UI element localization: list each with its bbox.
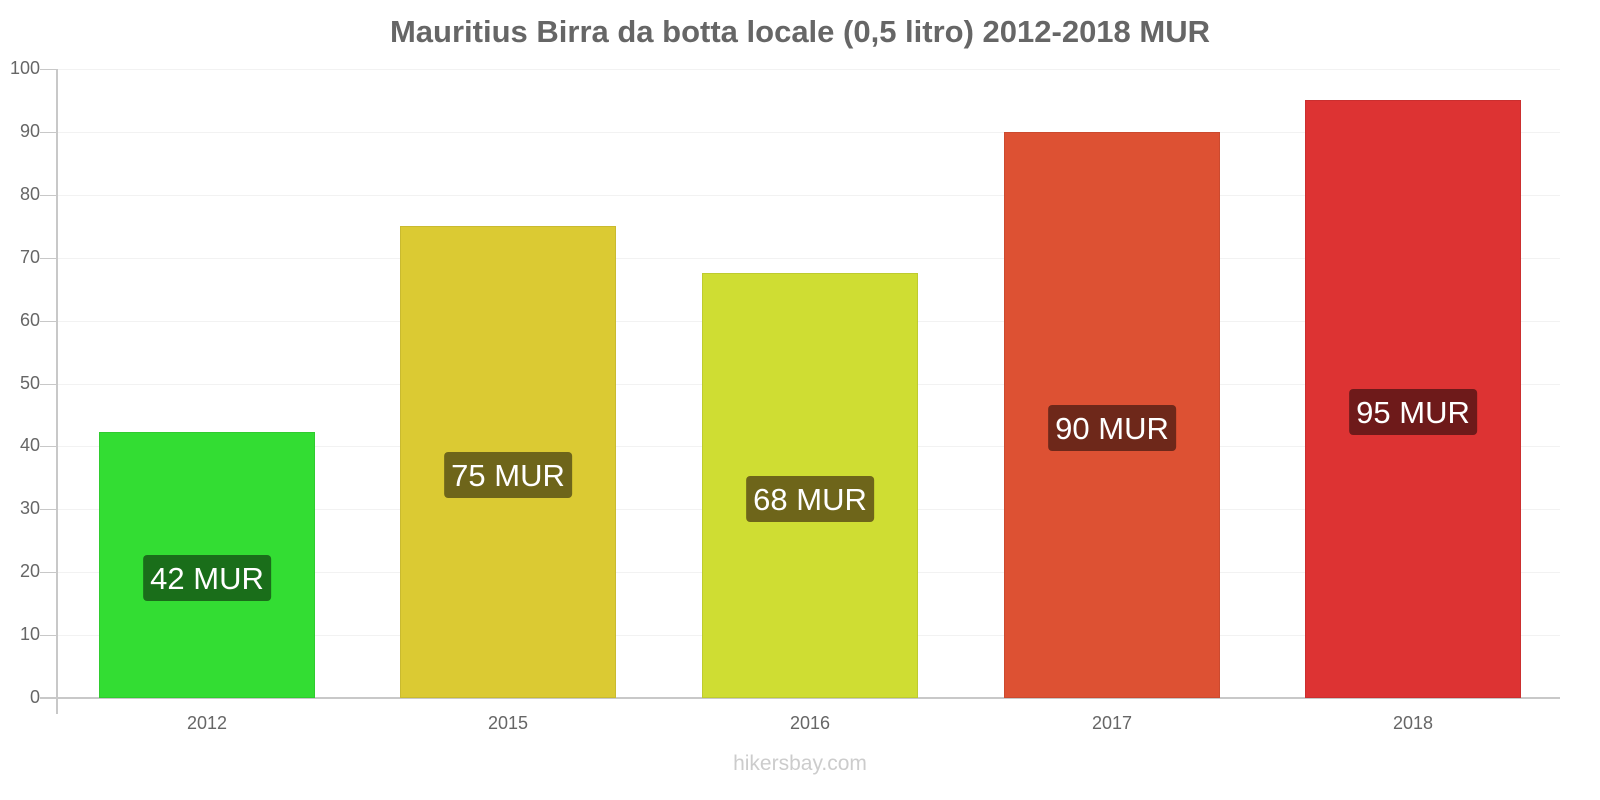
y-tick-label: 40 — [19, 435, 40, 455]
chart-title: Mauritius Birra da botta locale (0,5 lit… — [389, 14, 1211, 49]
data-label-2018: 95 MUR — [1349, 389, 1477, 435]
y-tick-label: 20 — [19, 561, 40, 581]
y-tick-label: 70 — [19, 247, 40, 267]
y-tick-label: 50 — [19, 373, 40, 393]
y-tick-label: 80 — [19, 184, 40, 204]
x-axis-line — [40, 697, 1560, 699]
y-tick-mark — [40, 698, 56, 699]
data-label-2017: 90 MUR — [1048, 405, 1176, 451]
y-tick-mark — [40, 384, 56, 385]
y-tick-mark — [40, 635, 56, 636]
x-tick-label: 2016 — [789, 713, 831, 733]
y-tick-label: 90 — [19, 121, 40, 141]
gridline — [56, 258, 1560, 259]
y-tick-label: 10 — [19, 624, 40, 644]
y-tick-mark — [40, 258, 56, 259]
y-tick-mark — [40, 195, 56, 196]
y-tick-mark — [40, 321, 56, 322]
gridline — [56, 195, 1560, 196]
x-tick-label: 2015 — [487, 713, 529, 733]
y-tick-mark — [40, 446, 56, 447]
y-tick-mark — [40, 69, 56, 70]
data-label-2015: 75 MUR — [444, 452, 572, 498]
x-tick-label: 2018 — [1392, 713, 1434, 733]
gridline — [56, 132, 1560, 133]
y-tick-label: 60 — [19, 310, 40, 330]
y-tick-label: 100 — [9, 58, 40, 78]
gridline — [56, 69, 1560, 70]
data-label-2016: 68 MUR — [746, 476, 874, 522]
y-tick-label: 30 — [19, 498, 40, 518]
y-tick-mark — [40, 132, 56, 133]
x-tick-label: 2017 — [1091, 713, 1133, 733]
y-tick-label: 0 — [29, 687, 40, 707]
y-axis-line — [56, 69, 58, 714]
data-label-2012: 42 MUR — [143, 555, 271, 601]
y-tick-mark — [40, 572, 56, 573]
y-tick-mark — [40, 509, 56, 510]
x-tick-label: 2012 — [186, 713, 228, 733]
source-watermark: hikersbay.com — [733, 752, 867, 775]
